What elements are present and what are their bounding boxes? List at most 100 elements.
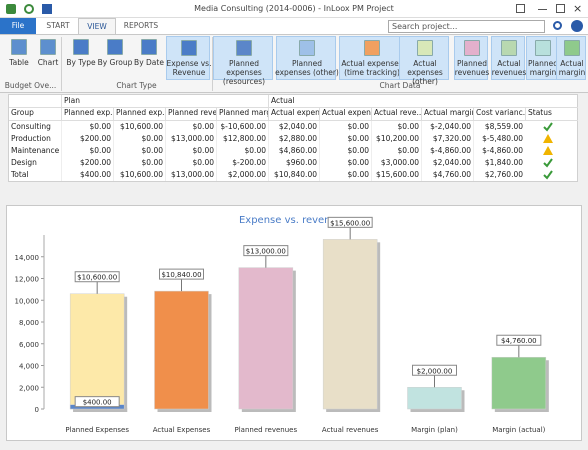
button-icon — [299, 40, 315, 56]
button-icon — [564, 40, 580, 56]
maximize-button[interactable] — [556, 4, 565, 13]
status-check — [543, 170, 553, 180]
table-cell: $-10,600.00 — [216, 121, 268, 133]
ribbon-button[interactable]: Actual expenses (other) — [399, 36, 449, 86]
column-group-header: Actual — [268, 95, 473, 107]
row-group: Consulting — [11, 122, 51, 131]
table-cell: $0.00 — [165, 121, 216, 133]
ribbon-button[interactable]: Expense vs. Revenue — [166, 36, 211, 80]
ribbon-button[interactable]: Actual revenues — [491, 36, 526, 80]
button-label: Chart — [37, 58, 59, 67]
title-bar: Media Consulting (2014-0006) - InLoox PM… — [0, 0, 588, 18]
column-header: Actual expen... — [268, 107, 319, 120]
table-cell: $2,760.00 — [473, 169, 525, 181]
status-icon — [543, 146, 553, 155]
ribbon-group-label: Chart Type — [116, 81, 157, 90]
table-cell: $0.00 — [319, 121, 371, 133]
column-header: Planned reve... — [165, 107, 216, 120]
header-separator — [9, 107, 578, 108]
table-cell: $15,600.00 — [371, 169, 421, 181]
table-cell: $-2,040.00 — [421, 121, 473, 133]
table-cell: $1,840.00 — [473, 157, 525, 169]
y-tick-label: 12,000 — [15, 276, 40, 284]
table-cell: $2,040.00 — [268, 121, 319, 133]
table-cell: $0.00 — [113, 157, 165, 169]
table-cell: $0.00 — [61, 121, 113, 133]
ribbon-button[interactable]: Table — [7, 36, 31, 80]
search-box[interactable]: Search project... — [388, 20, 545, 33]
save-icon[interactable] — [42, 4, 52, 14]
label-box — [412, 364, 457, 376]
y-tick-label: 0 — [35, 406, 39, 414]
group-separator — [212, 37, 213, 91]
chart-panel: Expense vs. revenue 0 2,000 4,000 6,000 8,000… — [6, 205, 582, 441]
button-label: Table — [9, 58, 29, 67]
button-icon — [501, 40, 517, 56]
ribbon-tab[interactable]: START — [46, 21, 70, 30]
ribbon-button[interactable]: Chart — [35, 36, 61, 80]
ribbon-button[interactable]: By Date — [133, 36, 165, 80]
data-label: $15,600.00 — [330, 219, 370, 227]
x-tick-label: Planned revenues — [235, 426, 298, 434]
table-cell: $-4,860.00 — [421, 145, 473, 157]
column-group-header: Plan — [61, 95, 268, 107]
row-group: Total — [11, 170, 29, 179]
button-icon — [417, 40, 433, 56]
y-tick-label: 8,000 — [19, 319, 39, 327]
button-icon — [364, 40, 380, 56]
table-cell: $0.00 — [319, 133, 371, 145]
refresh-icon[interactable] — [24, 4, 34, 14]
ribbon-tab[interactable]: VIEW — [78, 18, 116, 34]
chart-title: Expense vs. revenue — [239, 215, 343, 226]
table-cell: $4,860.00 — [268, 145, 319, 157]
button-icon — [464, 40, 480, 56]
status-icon — [543, 158, 553, 168]
restore-button[interactable] — [516, 4, 525, 13]
column-header: Planned exp... — [113, 107, 165, 120]
minimize-button[interactable] — [538, 9, 547, 10]
ribbon-button[interactable]: By Type — [65, 36, 97, 80]
data-label: $400.00 — [83, 399, 112, 407]
status-icon — [543, 134, 553, 143]
app-icon — [6, 4, 16, 14]
search-icon[interactable] — [553, 21, 562, 30]
row-group: Design — [11, 158, 37, 167]
ribbon-button[interactable]: Planned expenses (other) — [275, 36, 339, 80]
table-cell: $3,000.00 — [371, 157, 421, 169]
row-group: Maintenance — [11, 146, 60, 155]
ribbon-button[interactable]: Planned revenues — [454, 36, 489, 80]
button-label: Planned expenses (resources) — [222, 59, 266, 86]
table-cell: $4,760.00 — [421, 169, 473, 181]
column-header: Actual reve... — [371, 107, 421, 120]
x-tick-label: Margin (actual) — [492, 426, 545, 434]
ribbon-tab[interactable]: File — [0, 18, 36, 34]
ribbon: Budget Ove... Table Chart Chart Type By Type… — [0, 34, 588, 93]
label-box — [74, 271, 120, 283]
status-icon — [543, 122, 553, 132]
column-header: Actual margin — [421, 107, 473, 120]
ribbon-button[interactable]: Actual expenses (time tracking) — [339, 36, 403, 80]
ribbon-button[interactable]: Actual margin — [556, 36, 586, 80]
ribbon-button[interactable]: By Group — [98, 36, 132, 80]
ribbon-button[interactable]: Planned margin — [526, 36, 558, 80]
y-tick-label: 4,000 — [19, 363, 39, 371]
header-separator — [9, 120, 578, 121]
x-tick-label: Planned Expenses — [65, 426, 129, 434]
table-cell: $7,320.00 — [421, 133, 473, 145]
ribbon-button[interactable]: Planned expenses (resources) — [213, 36, 273, 86]
table-cell: $8,559.00 — [473, 121, 525, 133]
bar — [491, 356, 547, 410]
window-title: Media Consulting (2014-0006) - InLoox PM… — [194, 4, 394, 13]
bar — [322, 239, 378, 410]
ribbon-tab[interactable]: REPORTS — [123, 21, 159, 30]
table-cell: $960.00 — [268, 157, 319, 169]
table-cell: $13,000.00 — [165, 133, 216, 145]
button-icon — [236, 40, 252, 56]
table-cell: $0.00 — [113, 145, 165, 157]
close-button[interactable]: × — [573, 2, 583, 15]
bar-shadow — [73, 407, 128, 412]
help-icon[interactable] — [571, 20, 583, 32]
data-label: $10,600.00 — [77, 274, 117, 282]
column-header: Actual expen... — [319, 107, 371, 120]
table-cell: $10,600.00 — [113, 121, 165, 133]
